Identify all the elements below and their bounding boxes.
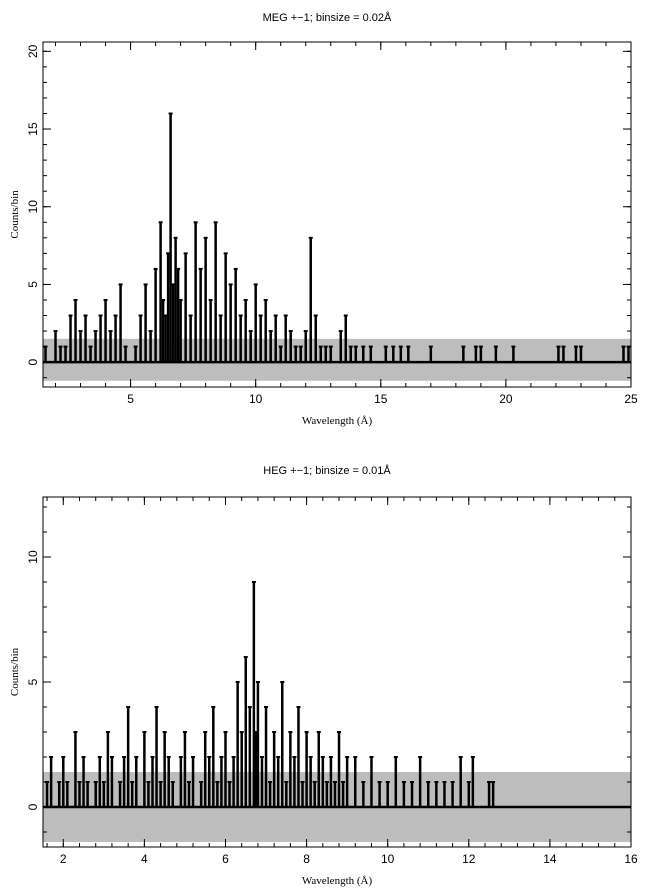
heg-x-tick-label-2: 6: [222, 852, 229, 866]
heg-x-tick-label-4: 10: [381, 852, 395, 866]
meg-plot-frame: [42, 41, 632, 388]
heg-chart-title: HEG +−1; binsize = 0.01Å: [263, 464, 391, 477]
meg-y-axis-label: Counts/bin: [9, 190, 21, 239]
heg-y-tick-label-1: 5: [26, 678, 40, 685]
heg-x-tick-label-0: 2: [60, 852, 67, 866]
heg-x-axis-label: Wavelength (Å): [302, 875, 373, 887]
meg-y-tick-label-2: 10: [26, 200, 40, 214]
meg-ticks: 5 10 15 20 25 0 5 10 15 20: [26, 42, 638, 406]
meg-x-tick-label-0: 5: [127, 392, 134, 406]
meg-y-tick-label-3: 15: [26, 122, 40, 136]
meg-error-band-rect: [43, 338, 631, 381]
meg-chart-panel: MEG +−1; binsize = 0.02Å 5 10 15 20 25 0 5 10 15…: [9, 11, 638, 427]
heg-x-tick-label-1: 4: [141, 852, 148, 866]
heg-chart-panel: HEG +−1; binsize = 0.01Å 2 4 6 8 10 12 14 16 0 5 1…: [9, 464, 638, 887]
heg-y-tick-label-0: 0: [26, 803, 40, 810]
meg-x-tick-label-1: 10: [249, 392, 263, 406]
heg-x-tick-label-6: 14: [543, 852, 557, 866]
meg-spectrum-marks: [43, 112, 631, 364]
meg-x-tick-label-3: 20: [499, 392, 513, 406]
meg-chart-title: MEG +−1; binsize = 0.02Å: [263, 11, 392, 24]
heg-y-axis-label: Counts/bin: [9, 647, 21, 696]
meg-y-tick-label-0: 0: [26, 358, 40, 365]
meg-y-tick-label-1: 5: [26, 281, 40, 288]
meg-x-tick-label-4: 25: [624, 392, 638, 406]
heg-x-tick-label-3: 8: [303, 852, 310, 866]
heg-plot-frame: [42, 496, 632, 848]
meg-x-axis-label: Wavelength (Å): [302, 415, 373, 427]
meg-error-band: [43, 338, 631, 381]
meg-y-tick-label-4: 20: [26, 44, 40, 58]
heg-ticks: 2 4 6 8 10 12 14 16 0 5 10: [26, 497, 638, 866]
heg-spectrum-marks: [43, 581, 631, 809]
heg-y-tick-label-2: 10: [26, 550, 40, 564]
heg-x-tick-label-5: 12: [462, 852, 476, 866]
heg-x-tick-label-7: 16: [624, 852, 638, 866]
meg-x-tick-label-2: 15: [374, 392, 388, 406]
